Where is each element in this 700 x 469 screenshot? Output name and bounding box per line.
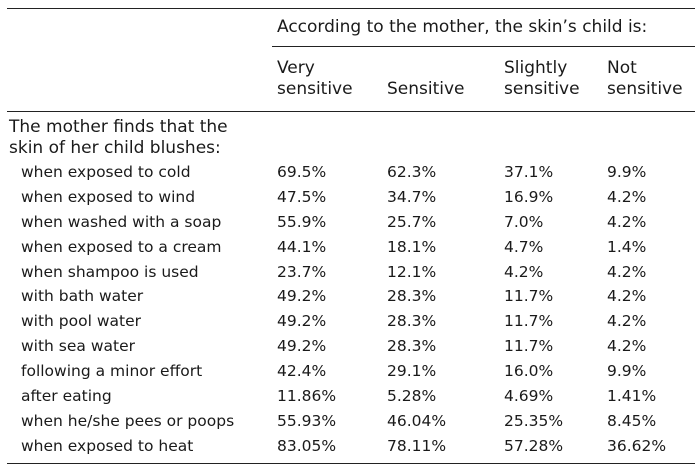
cell-very-sensitive: 49.2% [277,312,327,330]
table-row: when he/she pees or poops 55.93% 46.04% … [7,412,695,437]
row-label: with pool water [21,312,142,330]
cell-sensitive: 12.1% [387,263,437,281]
cell-sensitive: 28.3% [387,312,437,330]
column-header-line2: sensitive [607,79,683,99]
column-header-line2: sensitive [504,79,580,99]
table-row: when exposed to heat 83.05% 78.11% 57.28… [7,437,695,462]
cell-not-sensitive: 8.45% [607,412,657,430]
cell-slightly-sensitive: 57.28% [504,437,564,455]
top-rule [7,8,695,9]
cell-sensitive: 62.3% [387,163,437,181]
column-header-line1: Not [607,58,637,78]
column-header-line2: sensitive [277,79,353,99]
cell-not-sensitive: 1.41% [607,387,657,405]
cell-slightly-sensitive: 4.7% [504,238,544,256]
table-row: when washed with a soap 55.9% 25.7% 7.0%… [7,213,695,238]
cell-slightly-sensitive: 16.9% [504,188,554,206]
column-header-line1: Slightly [504,58,568,78]
row-label: when exposed to cold [21,163,191,181]
cell-sensitive: 25.7% [387,213,437,231]
cell-not-sensitive: 4.2% [607,188,647,206]
cell-very-sensitive: 23.7% [277,263,327,281]
column-header-slightly-sensitive: Slightly sensitive [504,58,580,100]
table-row: with sea water 49.2% 28.3% 11.7% 4.2% [7,337,695,362]
row-label: when shampoo is used [21,263,199,281]
cell-slightly-sensitive: 25.35% [504,412,564,430]
table-row: when exposed to wind 47.5% 34.7% 16.9% 4… [7,188,695,213]
spanning-header-rule [272,46,695,47]
row-label: when washed with a soap [21,213,222,231]
cell-not-sensitive: 4.2% [607,337,647,355]
cell-slightly-sensitive: 11.7% [504,337,554,355]
table-row: following a minor effort 42.4% 29.1% 16.… [7,362,695,387]
spanning-column-header: According to the mother, the skin’s chil… [277,17,648,37]
cell-slightly-sensitive: 16.0% [504,362,554,380]
cell-very-sensitive: 55.9% [277,213,327,231]
header-rule [7,111,695,112]
cell-sensitive: 34.7% [387,188,437,206]
cell-not-sensitive: 4.2% [607,312,647,330]
row-group-label: The mother finds that the skin of her ch… [9,117,228,159]
cell-very-sensitive: 49.2% [277,287,327,305]
cell-not-sensitive: 1.4% [607,238,647,256]
cell-slightly-sensitive: 37.1% [504,163,554,181]
table-row: after eating 11.86% 5.28% 4.69% 1.41% [7,387,695,412]
row-label: after eating [21,387,112,405]
column-header-sensitive: Sensitive [387,79,465,100]
cell-not-sensitive: 36.62% [607,437,667,455]
cell-not-sensitive: 4.2% [607,213,647,231]
cell-slightly-sensitive: 7.0% [504,213,544,231]
cell-slightly-sensitive: 11.7% [504,312,554,330]
cell-very-sensitive: 11.86% [277,387,337,405]
row-label: when he/she pees or poops [21,412,235,430]
row-group-label-line1: The mother finds that the [9,117,228,137]
cell-slightly-sensitive: 11.7% [504,287,554,305]
row-label: when exposed to heat [21,437,194,455]
cell-very-sensitive: 69.5% [277,163,327,181]
table-row: when shampoo is used 23.7% 12.1% 4.2% 4.… [7,263,695,288]
row-label: following a minor effort [21,362,203,380]
cell-not-sensitive: 4.2% [607,287,647,305]
cell-very-sensitive: 49.2% [277,337,327,355]
row-group-label-line2: skin of her child blushes: [9,138,221,158]
row-label: when exposed to a cream [21,238,222,256]
row-label: with sea water [21,337,136,355]
cell-sensitive: 29.1% [387,362,437,380]
cell-very-sensitive: 47.5% [277,188,327,206]
cell-sensitive: 5.28% [387,387,437,405]
cell-sensitive: 18.1% [387,238,437,256]
cell-sensitive: 28.3% [387,337,437,355]
cell-very-sensitive: 55.93% [277,412,337,430]
cell-very-sensitive: 42.4% [277,362,327,380]
cell-not-sensitive: 9.9% [607,163,647,181]
cell-sensitive: 28.3% [387,287,437,305]
cell-slightly-sensitive: 4.69% [504,387,554,405]
cell-not-sensitive: 4.2% [607,263,647,281]
column-header-not-sensitive: Not sensitive [607,58,683,100]
row-label: when exposed to wind [21,188,196,206]
cell-sensitive: 78.11% [387,437,447,455]
cell-slightly-sensitive: 4.2% [504,263,544,281]
column-header-line2: Sensitive [387,79,465,99]
table-row: with pool water 49.2% 28.3% 11.7% 4.2% [7,312,695,337]
cell-not-sensitive: 9.9% [607,362,647,380]
cell-very-sensitive: 83.05% [277,437,337,455]
cell-sensitive: 46.04% [387,412,447,430]
column-header-line1: Very [277,58,315,78]
column-header-very-sensitive: Very sensitive [277,58,353,100]
table-row: with bath water 49.2% 28.3% 11.7% 4.2% [7,287,695,312]
table-row: when exposed to a cream 44.1% 18.1% 4.7%… [7,238,695,263]
table-row: when exposed to cold 69.5% 62.3% 37.1% 9… [7,163,695,188]
cell-very-sensitive: 44.1% [277,238,327,256]
row-label: with bath water [21,287,144,305]
bottom-rule [7,463,695,464]
